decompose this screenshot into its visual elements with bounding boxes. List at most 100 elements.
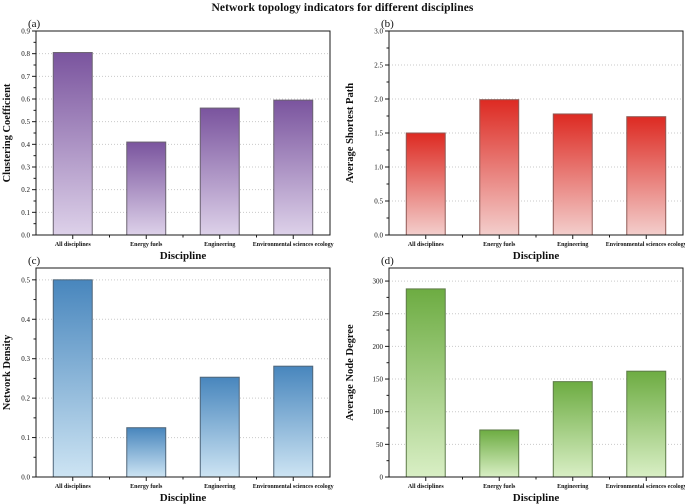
svg-text:0.1: 0.1 xyxy=(21,434,30,442)
category-label: All disciplines xyxy=(55,242,92,248)
category-labels: All disciplines Energy fuels Engineering En… xyxy=(408,484,685,490)
y-axis-ticks xyxy=(385,280,389,478)
figure-title: Network topology indicators for differen… xyxy=(211,2,474,14)
category-label: Environmental sciences ecology xyxy=(253,484,334,490)
bar-engineering xyxy=(552,113,593,236)
svg-text:0.7: 0.7 xyxy=(21,73,30,81)
category-labels: All disciplines Energy fuels Engineering En… xyxy=(55,484,334,490)
category-label: Energy fuels xyxy=(483,242,516,248)
x-axis-ticks xyxy=(72,235,294,239)
svg-text:0.2: 0.2 xyxy=(21,395,30,403)
svg-text:250: 250 xyxy=(373,310,384,318)
x-axis-title: Discipline xyxy=(160,492,207,504)
category-label: Engineering xyxy=(557,242,588,248)
x-axis-ticks xyxy=(425,235,647,239)
y-axis-tick-labels: 0.0 0.1 0.2 0.3 0.4 0.5 0.6 0.7 0.8 0.9 xyxy=(21,28,30,240)
y-axis-title: Average Shortest Path xyxy=(345,83,356,183)
svg-text:0.1: 0.1 xyxy=(21,209,30,217)
category-label: Environmental sciences ecology xyxy=(606,242,685,248)
panel-c-chart: (c) 0.0 0.1 0.2 0.3 0.4 0.5 All disciplines Ener… xyxy=(2,255,334,504)
bar-all-disciplines xyxy=(405,288,446,478)
bar-all-disciplines xyxy=(52,52,93,236)
bar-engineering xyxy=(199,107,240,236)
category-label: Energy fuels xyxy=(130,242,163,248)
bar-all-disciplines xyxy=(52,279,93,478)
svg-text:0.5: 0.5 xyxy=(374,198,383,206)
bar-energy-fuels xyxy=(126,427,167,478)
svg-text:0.0: 0.0 xyxy=(21,232,30,240)
bar-environmental-sciences-ecology xyxy=(626,370,667,478)
svg-text:200: 200 xyxy=(373,343,384,351)
panel-label: (a) xyxy=(28,18,41,30)
svg-text:0: 0 xyxy=(380,474,384,482)
svg-text:0.0: 0.0 xyxy=(374,232,383,240)
panel-label: (b) xyxy=(381,18,394,30)
bar-environmental-sciences-ecology xyxy=(273,365,314,478)
category-label: Environmental sciences ecology xyxy=(606,484,685,490)
bar-environmental-sciences-ecology xyxy=(273,99,314,236)
y-axis-title: Average Node Degree xyxy=(345,324,356,421)
bar-energy-fuels xyxy=(479,99,520,236)
bars xyxy=(405,288,667,478)
y-axis-tick-labels: 0 50 100 150 200 250 300 xyxy=(373,278,384,482)
x-axis-ticks xyxy=(72,477,294,481)
svg-text:0.6: 0.6 xyxy=(21,96,30,104)
y-axis-title: Network Density xyxy=(2,334,13,410)
category-label: Engineering xyxy=(204,242,235,248)
panel-label: (c) xyxy=(28,255,41,267)
svg-text:0.3: 0.3 xyxy=(21,164,30,172)
y-axis-title: Clustering Coefficient xyxy=(2,83,13,182)
svg-text:0.2: 0.2 xyxy=(21,186,30,194)
y-axis-ticks xyxy=(385,30,389,236)
bar-energy-fuels xyxy=(479,429,520,478)
svg-text:0.0: 0.0 xyxy=(21,474,30,482)
x-axis-title: Discipline xyxy=(513,492,560,504)
bar-engineering xyxy=(199,376,240,478)
bars xyxy=(405,99,667,236)
svg-text:0.4: 0.4 xyxy=(21,316,30,324)
svg-text:0.3: 0.3 xyxy=(21,355,30,363)
y-axis-ticks xyxy=(32,30,36,236)
bar-energy-fuels xyxy=(126,141,167,236)
panel-label: (d) xyxy=(381,255,394,267)
bar-environmental-sciences-ecology xyxy=(626,116,667,236)
category-label: Engineering xyxy=(204,484,235,490)
bars xyxy=(52,279,314,478)
svg-text:1.5: 1.5 xyxy=(374,130,383,138)
x-axis-title: Discipline xyxy=(160,250,207,262)
y-axis-tick-labels: 0.0 0.1 0.2 0.3 0.4 0.5 xyxy=(21,276,30,481)
category-label: Environmental sciences ecology xyxy=(253,242,334,248)
svg-text:0.9: 0.9 xyxy=(21,28,30,36)
category-labels: All disciplines Energy fuels Engineering En… xyxy=(408,242,685,248)
panel-b-chart: (b) 0.0 0.5 1.0 1.5 2.0 2.5 3.0 All disciplines E… xyxy=(345,18,685,262)
svg-text:50: 50 xyxy=(376,441,384,449)
category-labels: All disciplines Energy fuels Engineering En… xyxy=(55,242,334,248)
category-label: All disciplines xyxy=(55,484,92,490)
svg-text:150: 150 xyxy=(373,376,384,384)
svg-text:2.5: 2.5 xyxy=(374,62,383,70)
svg-text:2.0: 2.0 xyxy=(374,96,383,104)
panel-a-chart: (a) 0.0 0.1 0.2 0.3 0.4 0.5 0.6 0.7 0.8 0.9 All dis… xyxy=(2,18,334,262)
category-label: Energy fuels xyxy=(483,484,516,490)
bar-all-disciplines xyxy=(405,132,446,236)
svg-text:0.5: 0.5 xyxy=(21,118,30,126)
svg-text:0.8: 0.8 xyxy=(21,50,30,58)
category-label: All disciplines xyxy=(408,242,445,248)
category-label: Engineering xyxy=(557,484,588,490)
svg-text:100: 100 xyxy=(373,408,384,416)
x-axis-title: Discipline xyxy=(513,250,560,262)
bars xyxy=(52,52,314,236)
panel-d-chart: (d) 0 50 100 150 200 250 300 All disciplines Ener… xyxy=(345,255,685,504)
svg-text:0.5: 0.5 xyxy=(21,276,30,284)
svg-text:1.0: 1.0 xyxy=(374,164,383,172)
y-axis-tick-labels: 0.0 0.5 1.0 1.5 2.0 2.5 3.0 xyxy=(374,28,383,240)
bar-engineering xyxy=(552,381,593,478)
svg-text:0.4: 0.4 xyxy=(21,141,30,149)
y-axis-ticks xyxy=(32,279,36,478)
svg-text:300: 300 xyxy=(373,278,384,286)
svg-text:3.0: 3.0 xyxy=(374,28,383,36)
category-label: All disciplines xyxy=(408,484,445,490)
x-axis-ticks xyxy=(425,477,647,481)
category-label: Energy fuels xyxy=(130,484,163,490)
